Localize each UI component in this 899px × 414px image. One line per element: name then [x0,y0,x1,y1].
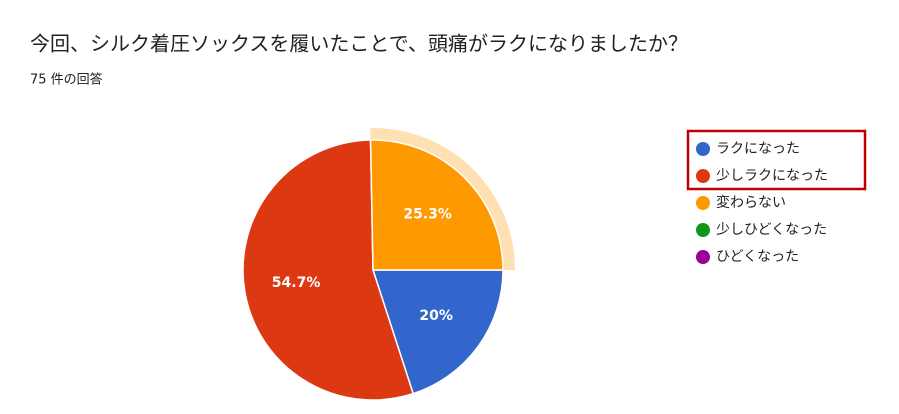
legend-swatch [696,223,710,237]
legend-label: ラクになった [716,141,800,157]
legend-label: ひどくなった [716,249,799,265]
chart-subtitle: 75 件の回答 [30,72,103,88]
pie-slice [369,139,504,271]
legend-swatch [696,196,710,210]
legend-swatch [696,169,710,183]
slice-label: 54.7% [272,275,321,291]
legend-label: 少しラクになった [716,168,828,184]
slice-label: 25.3% [403,206,452,222]
legend-label: 変わらない [716,194,786,211]
legend-swatch [696,250,710,264]
legend-swatch [696,142,710,156]
pie-slice [371,269,504,395]
pie-slice [242,139,415,401]
annotation-box [686,129,867,191]
legend-label: 少しひどくなった [716,222,827,238]
chart-title: 今回、シルク着圧ソックスを履いたことで、頭痛がラクになりましたか？ [30,32,688,56]
slice-highlight [370,128,515,270]
slice-label: 20% [419,308,453,324]
